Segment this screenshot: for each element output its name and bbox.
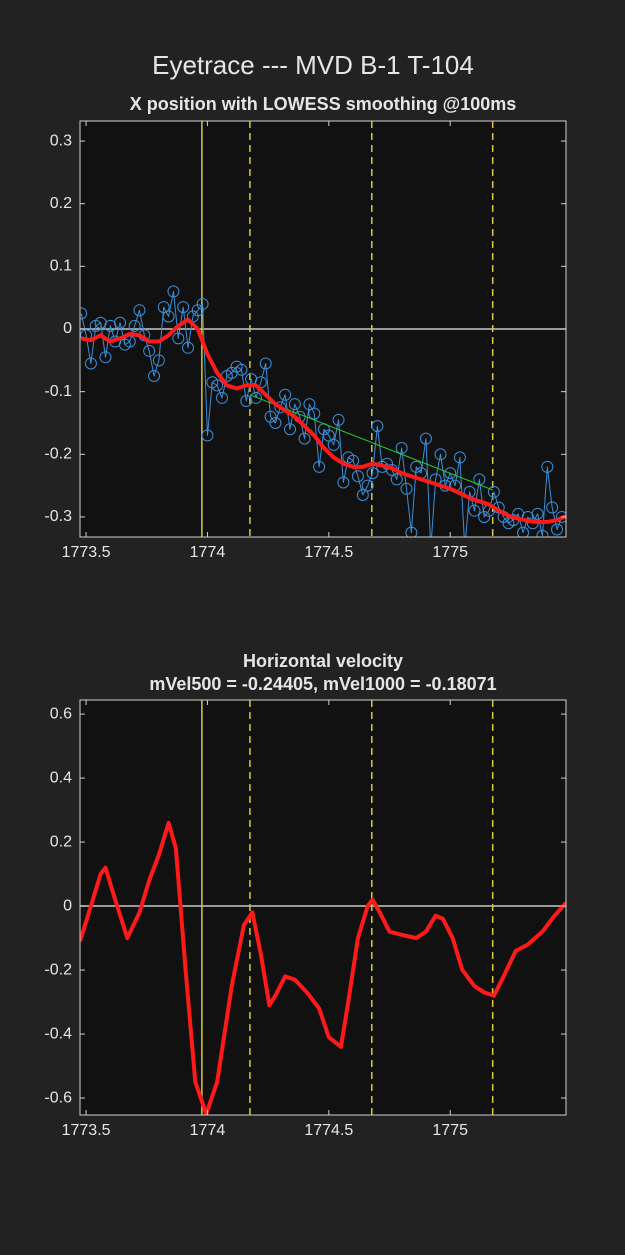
data-line xyxy=(80,317,566,524)
data-point xyxy=(400,482,413,495)
data-point xyxy=(201,429,214,442)
y-tick-label: 0.6 xyxy=(50,705,72,722)
y-tick-label: -0.4 xyxy=(44,1025,72,1042)
data-point xyxy=(356,489,369,502)
data-point xyxy=(551,523,564,536)
data-line xyxy=(80,820,566,1115)
y-tick-label: -0.6 xyxy=(44,1089,72,1106)
data-point xyxy=(327,438,340,451)
data-point xyxy=(478,510,491,523)
y-tick-label: -0.3 xyxy=(44,508,72,525)
y-tick-label: 0.2 xyxy=(50,195,72,212)
data-point xyxy=(143,344,156,357)
y-tick-label: 0 xyxy=(63,320,72,337)
data-point xyxy=(487,485,500,498)
y-tick-label: -0.2 xyxy=(44,961,72,978)
data-point xyxy=(536,529,549,537)
data-point xyxy=(259,357,272,370)
data-point xyxy=(308,407,321,420)
y-tick-label: 0.3 xyxy=(50,132,72,149)
data-point xyxy=(216,391,229,404)
axes-frame xyxy=(79,699,567,1116)
data-point xyxy=(148,369,161,382)
plot-area xyxy=(80,700,566,1115)
x-tick-label: 1774.5 xyxy=(304,544,353,561)
x-tick-label: 1774.5 xyxy=(304,1122,353,1139)
data-point xyxy=(84,357,97,370)
x-tick-label: 1775 xyxy=(432,544,468,561)
data-line xyxy=(249,394,493,491)
data-point xyxy=(249,391,262,404)
axes-title: Horizontal velocity xyxy=(243,651,403,671)
data-point xyxy=(366,467,379,480)
data-point xyxy=(371,420,384,433)
data-point xyxy=(361,479,374,492)
y-tick-label: 0.2 xyxy=(50,833,72,850)
data-point xyxy=(177,301,190,314)
data-point xyxy=(157,301,170,314)
data-point xyxy=(303,398,316,411)
y-tick-label: 0 xyxy=(63,897,72,914)
data-point xyxy=(114,316,127,329)
data-point xyxy=(517,526,530,537)
data-point xyxy=(468,504,481,517)
data-point xyxy=(99,351,112,364)
data-point xyxy=(274,401,287,414)
data-point xyxy=(390,473,403,486)
data-point xyxy=(269,416,282,429)
data-point xyxy=(152,354,165,367)
y-tick-label: -0.1 xyxy=(44,383,72,400)
data-point xyxy=(298,432,311,445)
y-tick-label: 0.1 xyxy=(50,258,72,275)
data-point xyxy=(172,332,185,345)
data-point xyxy=(167,285,180,298)
axes-title: X position with LOWESS smoothing @100ms xyxy=(130,94,517,114)
data-point xyxy=(332,413,345,426)
figure-title: Eyetrace --- MVD B-1 T-104 xyxy=(152,50,474,80)
data-point xyxy=(453,451,466,464)
data-point xyxy=(555,510,566,523)
data-point xyxy=(162,310,175,323)
axes: -0.6 -0.4 -0.2 0 0.2 0.4 0.6 1773.5 1774 1774.5 17… xyxy=(44,651,567,1139)
data-point xyxy=(235,363,248,376)
data-point xyxy=(313,460,326,473)
data-point xyxy=(531,507,544,520)
axes-subtitle: mVel500 = -0.24405, mVel1000 = -0.18071 xyxy=(149,674,496,694)
y-tick-label: 0.4 xyxy=(50,769,72,786)
data-point xyxy=(337,476,350,489)
data-point xyxy=(133,304,146,317)
data-point xyxy=(546,501,559,514)
data-point xyxy=(541,460,554,473)
plot-content xyxy=(80,121,566,537)
axes: -0.3 -0.2 -0.1 0 0.1 0.2 0.3 1773.5 1774 1774.5 17… xyxy=(44,94,567,561)
data-point xyxy=(395,442,408,455)
data-point xyxy=(191,304,204,317)
y-tick-label: -0.2 xyxy=(44,446,72,463)
data-point xyxy=(410,460,423,473)
data-point xyxy=(182,341,195,354)
x-tick-label: 1774 xyxy=(190,1122,226,1139)
x-tick-label: 1773.5 xyxy=(62,544,111,561)
data-point xyxy=(351,470,364,483)
data-point xyxy=(264,410,277,423)
data-point xyxy=(419,432,432,445)
x-tick-label: 1774 xyxy=(190,544,226,561)
data-point xyxy=(283,423,296,436)
x-tick-label: 1773.5 xyxy=(62,1122,111,1139)
data-point xyxy=(211,379,224,392)
data-point xyxy=(279,388,292,401)
data-point xyxy=(288,398,301,411)
plot-content xyxy=(80,700,566,1115)
data-point xyxy=(322,429,335,442)
data-point xyxy=(196,297,209,310)
data-point xyxy=(128,319,141,332)
data-point xyxy=(444,467,457,480)
data-point xyxy=(80,307,88,320)
data-point xyxy=(405,526,418,537)
x-tick-label: 1775 xyxy=(432,1122,468,1139)
data-point xyxy=(434,448,447,461)
